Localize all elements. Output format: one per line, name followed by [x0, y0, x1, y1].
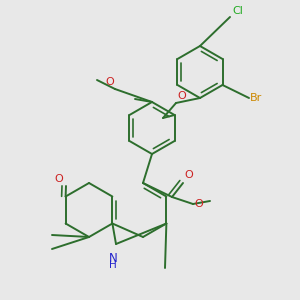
- Text: H: H: [109, 260, 117, 270]
- Text: Cl: Cl: [232, 6, 243, 16]
- Text: Br: Br: [250, 93, 262, 103]
- Text: O: O: [194, 199, 203, 209]
- Text: N: N: [109, 252, 117, 265]
- Text: O: O: [54, 174, 63, 184]
- Text: O: O: [184, 170, 193, 180]
- Text: O: O: [105, 77, 114, 87]
- Text: O: O: [177, 91, 186, 101]
